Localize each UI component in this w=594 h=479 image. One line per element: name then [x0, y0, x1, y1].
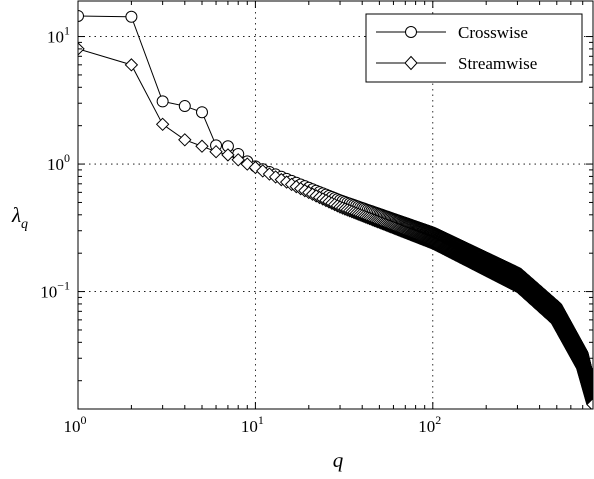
legend-label-streamwise: Streamwise: [458, 54, 537, 73]
x-tick-label: 101: [241, 413, 264, 436]
x-axis-label: q: [333, 448, 344, 472]
data-point-crosswise: [157, 96, 168, 107]
y-tick-label: 100: [47, 151, 70, 174]
legend: Crosswise Streamwise: [366, 14, 582, 82]
data-point-crosswise: [196, 107, 207, 118]
y-tick-label: 10−1: [40, 279, 70, 302]
x-tick-label: 102: [418, 413, 441, 436]
legend-marker-crosswise: [406, 27, 417, 38]
y-tick-label: 101: [47, 24, 70, 47]
data-point-crosswise: [126, 11, 137, 22]
data-point-crosswise: [179, 101, 190, 112]
x-tick-label: 100: [64, 413, 87, 436]
y-axis-label: λq: [11, 203, 28, 232]
legend-label-crosswise: Crosswise: [458, 23, 528, 42]
